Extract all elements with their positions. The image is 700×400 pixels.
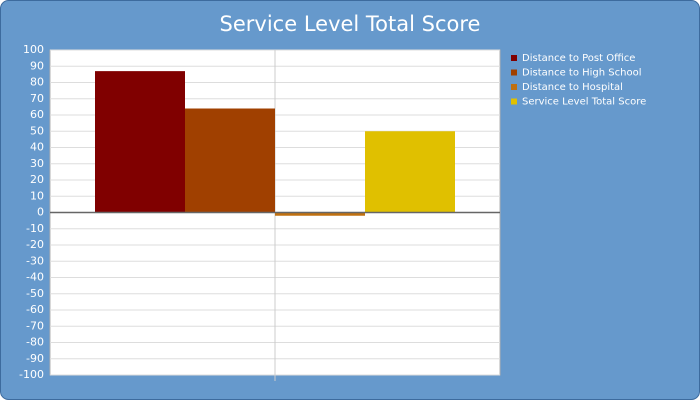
y-tick-label: -90 xyxy=(26,352,44,365)
legend-label: Service Level Total Score xyxy=(522,97,646,108)
legend-label: Distance to Post Office xyxy=(522,53,635,64)
legend-label: Distance to Hospital xyxy=(522,82,623,93)
y-tick-label: -10 xyxy=(26,222,44,235)
y-tick-label: -50 xyxy=(26,287,44,300)
bar xyxy=(365,131,455,213)
y-tick-label: 100 xyxy=(23,43,44,56)
y-tick-label: 30 xyxy=(30,157,44,170)
bar xyxy=(185,108,275,213)
y-tick-label: -100 xyxy=(19,368,44,381)
legend-swatch xyxy=(511,69,517,76)
y-tick-label: -80 xyxy=(26,336,44,349)
y-tick-label: -70 xyxy=(26,319,44,332)
legend-swatch xyxy=(511,84,517,90)
y-tick-label: 90 xyxy=(30,59,44,72)
y-tick-label: 70 xyxy=(30,92,44,105)
y-tick-label: 10 xyxy=(30,189,44,202)
legend-swatch xyxy=(511,55,517,61)
y-tick-label: 80 xyxy=(30,76,44,89)
y-tick-label: 60 xyxy=(30,108,44,121)
chart-title: Service Level Total Score xyxy=(220,12,481,36)
y-tick-label: -60 xyxy=(26,303,44,316)
legend-swatch xyxy=(511,98,517,105)
y-tick-label: -40 xyxy=(26,271,44,284)
legend-label: Distance to High School xyxy=(522,68,641,79)
y-tick-label: 0 xyxy=(37,206,44,219)
y-tick-label: -30 xyxy=(26,254,44,267)
y-tick-label: 20 xyxy=(30,173,44,186)
y-tick-label: 50 xyxy=(30,124,44,137)
bar xyxy=(95,71,185,213)
y-tick-label: -20 xyxy=(26,238,44,251)
y-tick-label: 40 xyxy=(30,141,44,154)
bar xyxy=(275,212,365,216)
